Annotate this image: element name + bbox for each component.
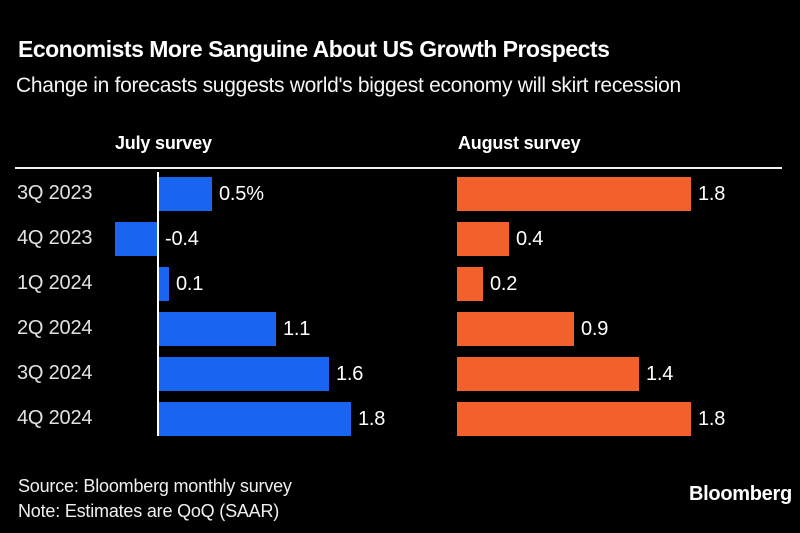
july-bar (158, 402, 351, 436)
note-text: Note: Estimates are QoQ (SAAR) (18, 501, 280, 521)
source-text: Source: Bloomberg monthly survey (18, 476, 292, 496)
bar-value-label: 1.4 (646, 363, 674, 385)
august-bar (457, 222, 509, 256)
july-zero-axis-line (157, 172, 159, 436)
july-bar (158, 357, 329, 391)
bar-value-label: 0.1 (176, 273, 204, 295)
august-bar (457, 357, 639, 391)
july-bar (158, 267, 169, 301)
category-label: 4Q 2024 (17, 407, 93, 429)
bar-value-label: 0.4 (516, 228, 544, 250)
bar-value-label: 0.9 (581, 318, 609, 340)
bloomberg-logo: Bloomberg (689, 483, 792, 505)
august-bar (457, 177, 691, 211)
bar-value-label: -0.4 (165, 228, 199, 250)
bar-value-label: 1.8 (358, 408, 386, 430)
bar-value-label: 0.2 (490, 273, 518, 295)
chart-title: Economists More Sanguine About US Growth… (18, 36, 610, 62)
august-bar (457, 267, 483, 301)
july-bar (158, 312, 276, 346)
august-bar (457, 402, 691, 436)
chart-top-rule (15, 167, 782, 169)
category-label: 3Q 2023 (17, 182, 93, 204)
category-label: 4Q 2023 (17, 227, 93, 249)
july-bar (115, 222, 158, 256)
august-survey-header: August survey (458, 133, 581, 153)
bar-value-label: 1.1 (283, 318, 311, 340)
category-label: 3Q 2024 (17, 362, 93, 384)
july-survey-header: July survey (115, 133, 212, 153)
august-bar (457, 312, 574, 346)
category-label: 2Q 2024 (17, 317, 93, 339)
bar-value-label: 0.5% (219, 183, 264, 205)
chart-subtitle: Change in forecasts suggests world's big… (16, 74, 681, 97)
bar-value-label: 1.8 (698, 183, 726, 205)
bar-value-label: 1.8 (698, 408, 726, 430)
july-bar (158, 177, 212, 211)
category-label: 1Q 2024 (17, 272, 93, 294)
bar-value-label: 1.6 (336, 363, 364, 385)
